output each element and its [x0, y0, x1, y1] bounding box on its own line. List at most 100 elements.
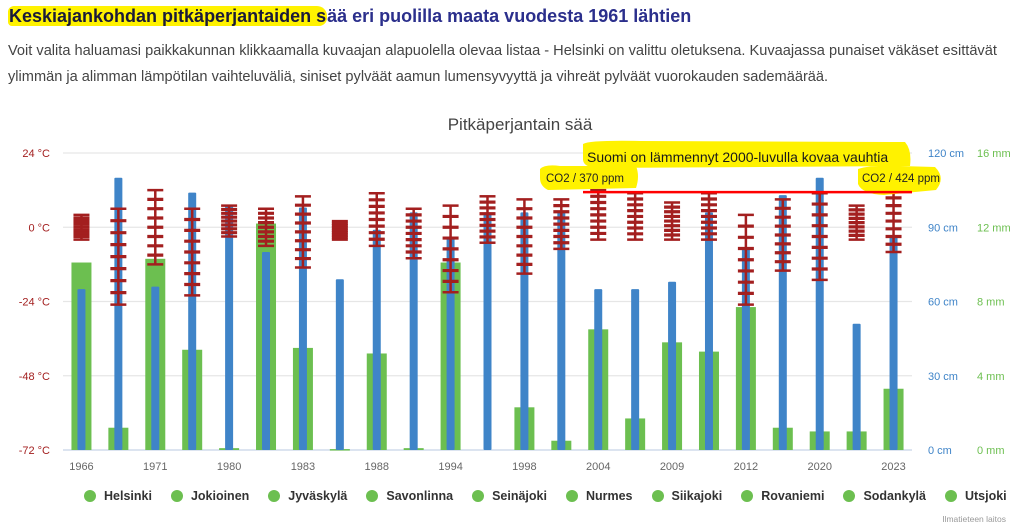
snow-bar — [335, 279, 344, 450]
snow-bar — [778, 195, 787, 450]
legend-label: Seinäjoki — [492, 489, 547, 503]
snow-axis-ticks: 120 cm 90 cm 60 cm 30 cm 0 cm — [928, 148, 964, 457]
legend-item[interactable]: Nurmes — [565, 489, 633, 503]
snow-bar — [225, 204, 234, 450]
legend-dot-icon — [651, 490, 664, 502]
snow-bar — [741, 247, 750, 450]
snow-bar — [372, 229, 381, 450]
temp-range — [73, 213, 90, 241]
heading-rest: ää eri puolilla maata vuodesta 1961 läht… — [327, 6, 692, 26]
credit: Ilmatieteen laitos — [942, 514, 1006, 524]
legend-item[interactable]: Rovaniemi — [741, 489, 824, 503]
annotation-headline: Suomi on lämmennyt 2000-luvulla kovaa va… — [587, 149, 888, 165]
snow-bar — [557, 212, 566, 450]
temp-range — [774, 198, 791, 272]
y-tick-label-temp: 24 °C — [22, 148, 50, 160]
x-tick-label: 1966 — [69, 461, 93, 473]
temp-range — [405, 207, 422, 260]
y-tick-label-temp: 0 °C — [28, 222, 50, 234]
legend-dot-icon — [366, 490, 379, 502]
y-tick-label-rain: 12 mm — [977, 222, 1011, 234]
temperature-ranges — [73, 188, 902, 306]
legend-item[interactable]: Jyväskylä — [268, 489, 347, 503]
x-tick-label: 1988 — [365, 461, 389, 473]
y-tick-label-rain: 16 mm — [977, 148, 1011, 160]
y-tick-label-snow: 0 cm — [928, 445, 952, 457]
legend-item[interactable]: Savonlinna — [366, 489, 453, 503]
legend-dot-icon — [741, 490, 754, 502]
legend-item[interactable]: Jokioinen — [170, 489, 249, 503]
legend-item[interactable]: Helsinki — [84, 489, 152, 503]
temp-range — [553, 198, 570, 251]
rain-axis-ticks: 16 mm 12 mm 8 mm 4 mm 0 mm — [977, 148, 1011, 457]
y-tick-label-snow: 60 cm — [928, 297, 958, 309]
temp-range — [221, 204, 238, 238]
temp-range — [848, 204, 865, 241]
x-tick-label: 2023 — [881, 461, 905, 473]
y-tick-label-rain: 4 mm — [977, 371, 1005, 383]
x-axis-ticks: 1966 1971 1980 1983 1988 1994 1998 2004 2009 2012… — [69, 461, 906, 473]
temp-range — [368, 191, 385, 248]
heading-highlighted-part: Keskiajankohdan pitkäperjantaiden s — [8, 6, 328, 26]
x-tick-label: 1998 — [512, 461, 536, 473]
annotations: Suomi on lämmennyt 2000-luvulla kovaa va… — [540, 140, 941, 195]
y-tick-label-rain: 0 mm — [977, 445, 1005, 457]
temp-range — [258, 207, 275, 248]
x-tick-label: 2009 — [660, 461, 684, 473]
headline-highlight — [583, 140, 911, 168]
temp-range — [479, 195, 496, 244]
temp-range — [294, 195, 311, 269]
snow-bar — [889, 237, 898, 450]
legend-item[interactable]: Utsjoki — [944, 489, 1007, 503]
temp-range — [331, 219, 348, 241]
temp-range — [516, 198, 533, 275]
temp-range — [664, 201, 681, 241]
legend-dot-icon — [472, 490, 485, 502]
legend-item[interactable]: Seinäjoki — [472, 489, 547, 503]
legend-label: Rovaniemi — [761, 489, 825, 503]
y-tick-label-snow: 120 cm — [928, 148, 964, 160]
intro-text: Voit valita haluamasi paikkakunnan klikk… — [8, 43, 997, 85]
page-heading: Keskiajankohdan pitkäperjantaiden sää er… — [8, 6, 691, 27]
temp-range — [110, 207, 127, 306]
x-tick-label: 2004 — [586, 461, 610, 473]
legend-item[interactable]: Sodankylä — [843, 489, 926, 503]
legend-dot-icon — [84, 490, 96, 502]
legend-label: Sodankylä — [863, 489, 926, 503]
temp-range — [885, 188, 902, 254]
legend-dot-icon — [268, 490, 281, 502]
x-tick-label: 2012 — [734, 461, 758, 473]
legend-label: Siikajoki — [671, 489, 723, 503]
left-axis-ticks: 24 °C 0 °C -24 °C -48 °C -72 °C — [19, 148, 50, 457]
chart-title: Pitkäperjantain sää — [448, 115, 593, 134]
left-label-highlight — [540, 165, 638, 190]
temp-range — [700, 191, 717, 241]
snow-bar — [409, 212, 418, 450]
y-tick-label-temp: -48 °C — [19, 371, 50, 383]
snow-bar — [188, 192, 197, 450]
x-tick-label: 2020 — [807, 461, 831, 473]
temp-range — [590, 188, 607, 241]
legend-dot-icon — [170, 490, 183, 502]
legend-dot-icon — [565, 490, 578, 502]
y-tick-label-rain: 8 mm — [977, 297, 1005, 309]
x-tick-label: 1994 — [438, 461, 462, 473]
y-tick-label-temp: -72 °C — [19, 445, 50, 457]
legend-label: Helsinki — [104, 489, 152, 503]
y-tick-label-temp: -24 °C — [19, 297, 50, 309]
x-tick-label: 1980 — [217, 461, 241, 473]
x-tick-label: 1971 — [143, 461, 167, 473]
snow-bar — [668, 281, 677, 450]
snow-bar — [631, 289, 640, 450]
annotation-co2-right: CO2 / 424 ppm — [862, 173, 940, 185]
legend-label: Utsjoki — [964, 489, 1007, 503]
legend-label: Jyväskylä — [288, 489, 348, 503]
legend-dot-icon — [843, 490, 856, 502]
temp-range — [442, 204, 459, 294]
y-tick-label-snow: 30 cm — [928, 371, 958, 383]
snow-bar — [262, 252, 271, 450]
temp-range — [147, 188, 164, 266]
legend-item[interactable]: Siikajoki — [651, 489, 723, 503]
snow-bar — [704, 212, 713, 450]
